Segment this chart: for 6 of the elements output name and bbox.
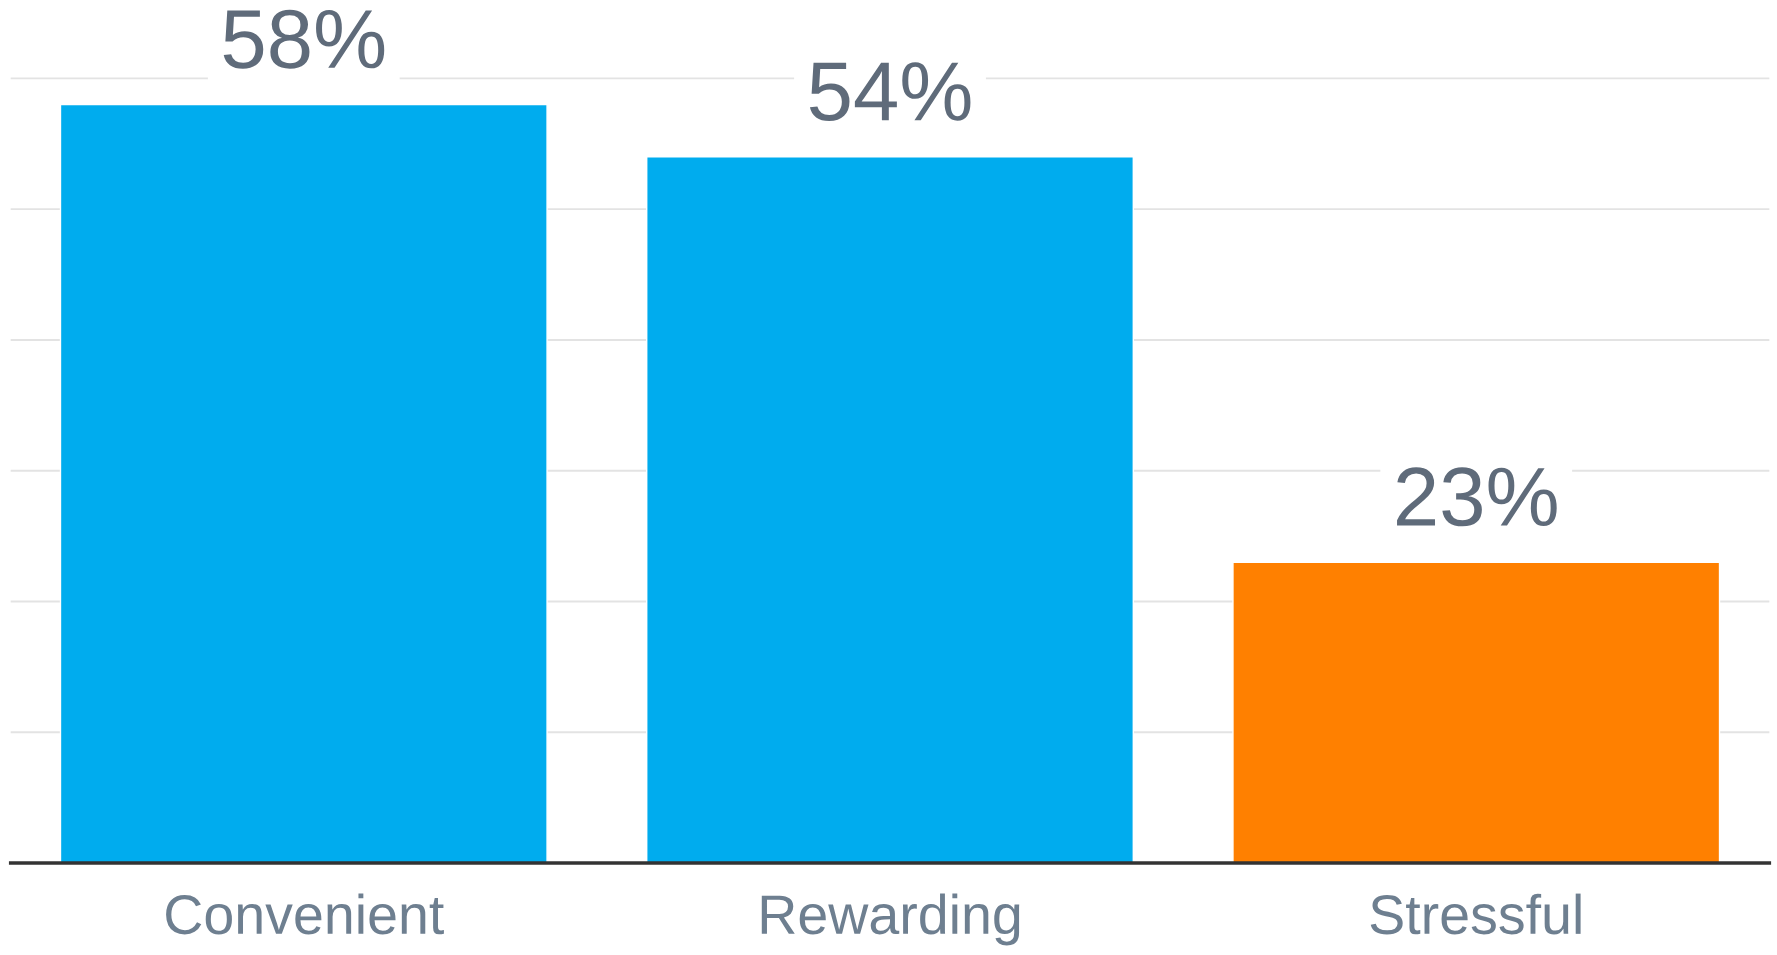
- data-label: 23%: [1397, 467, 1557, 527]
- x-tick-label: Stressful: [1370, 893, 1581, 935]
- data-label: 54%: [809, 62, 971, 121]
- x-tick-label: Rewarding: [761, 893, 1020, 946]
- data-label: 58%: [223, 9, 385, 69]
- x-tick-label: Convenient: [166, 893, 444, 935]
